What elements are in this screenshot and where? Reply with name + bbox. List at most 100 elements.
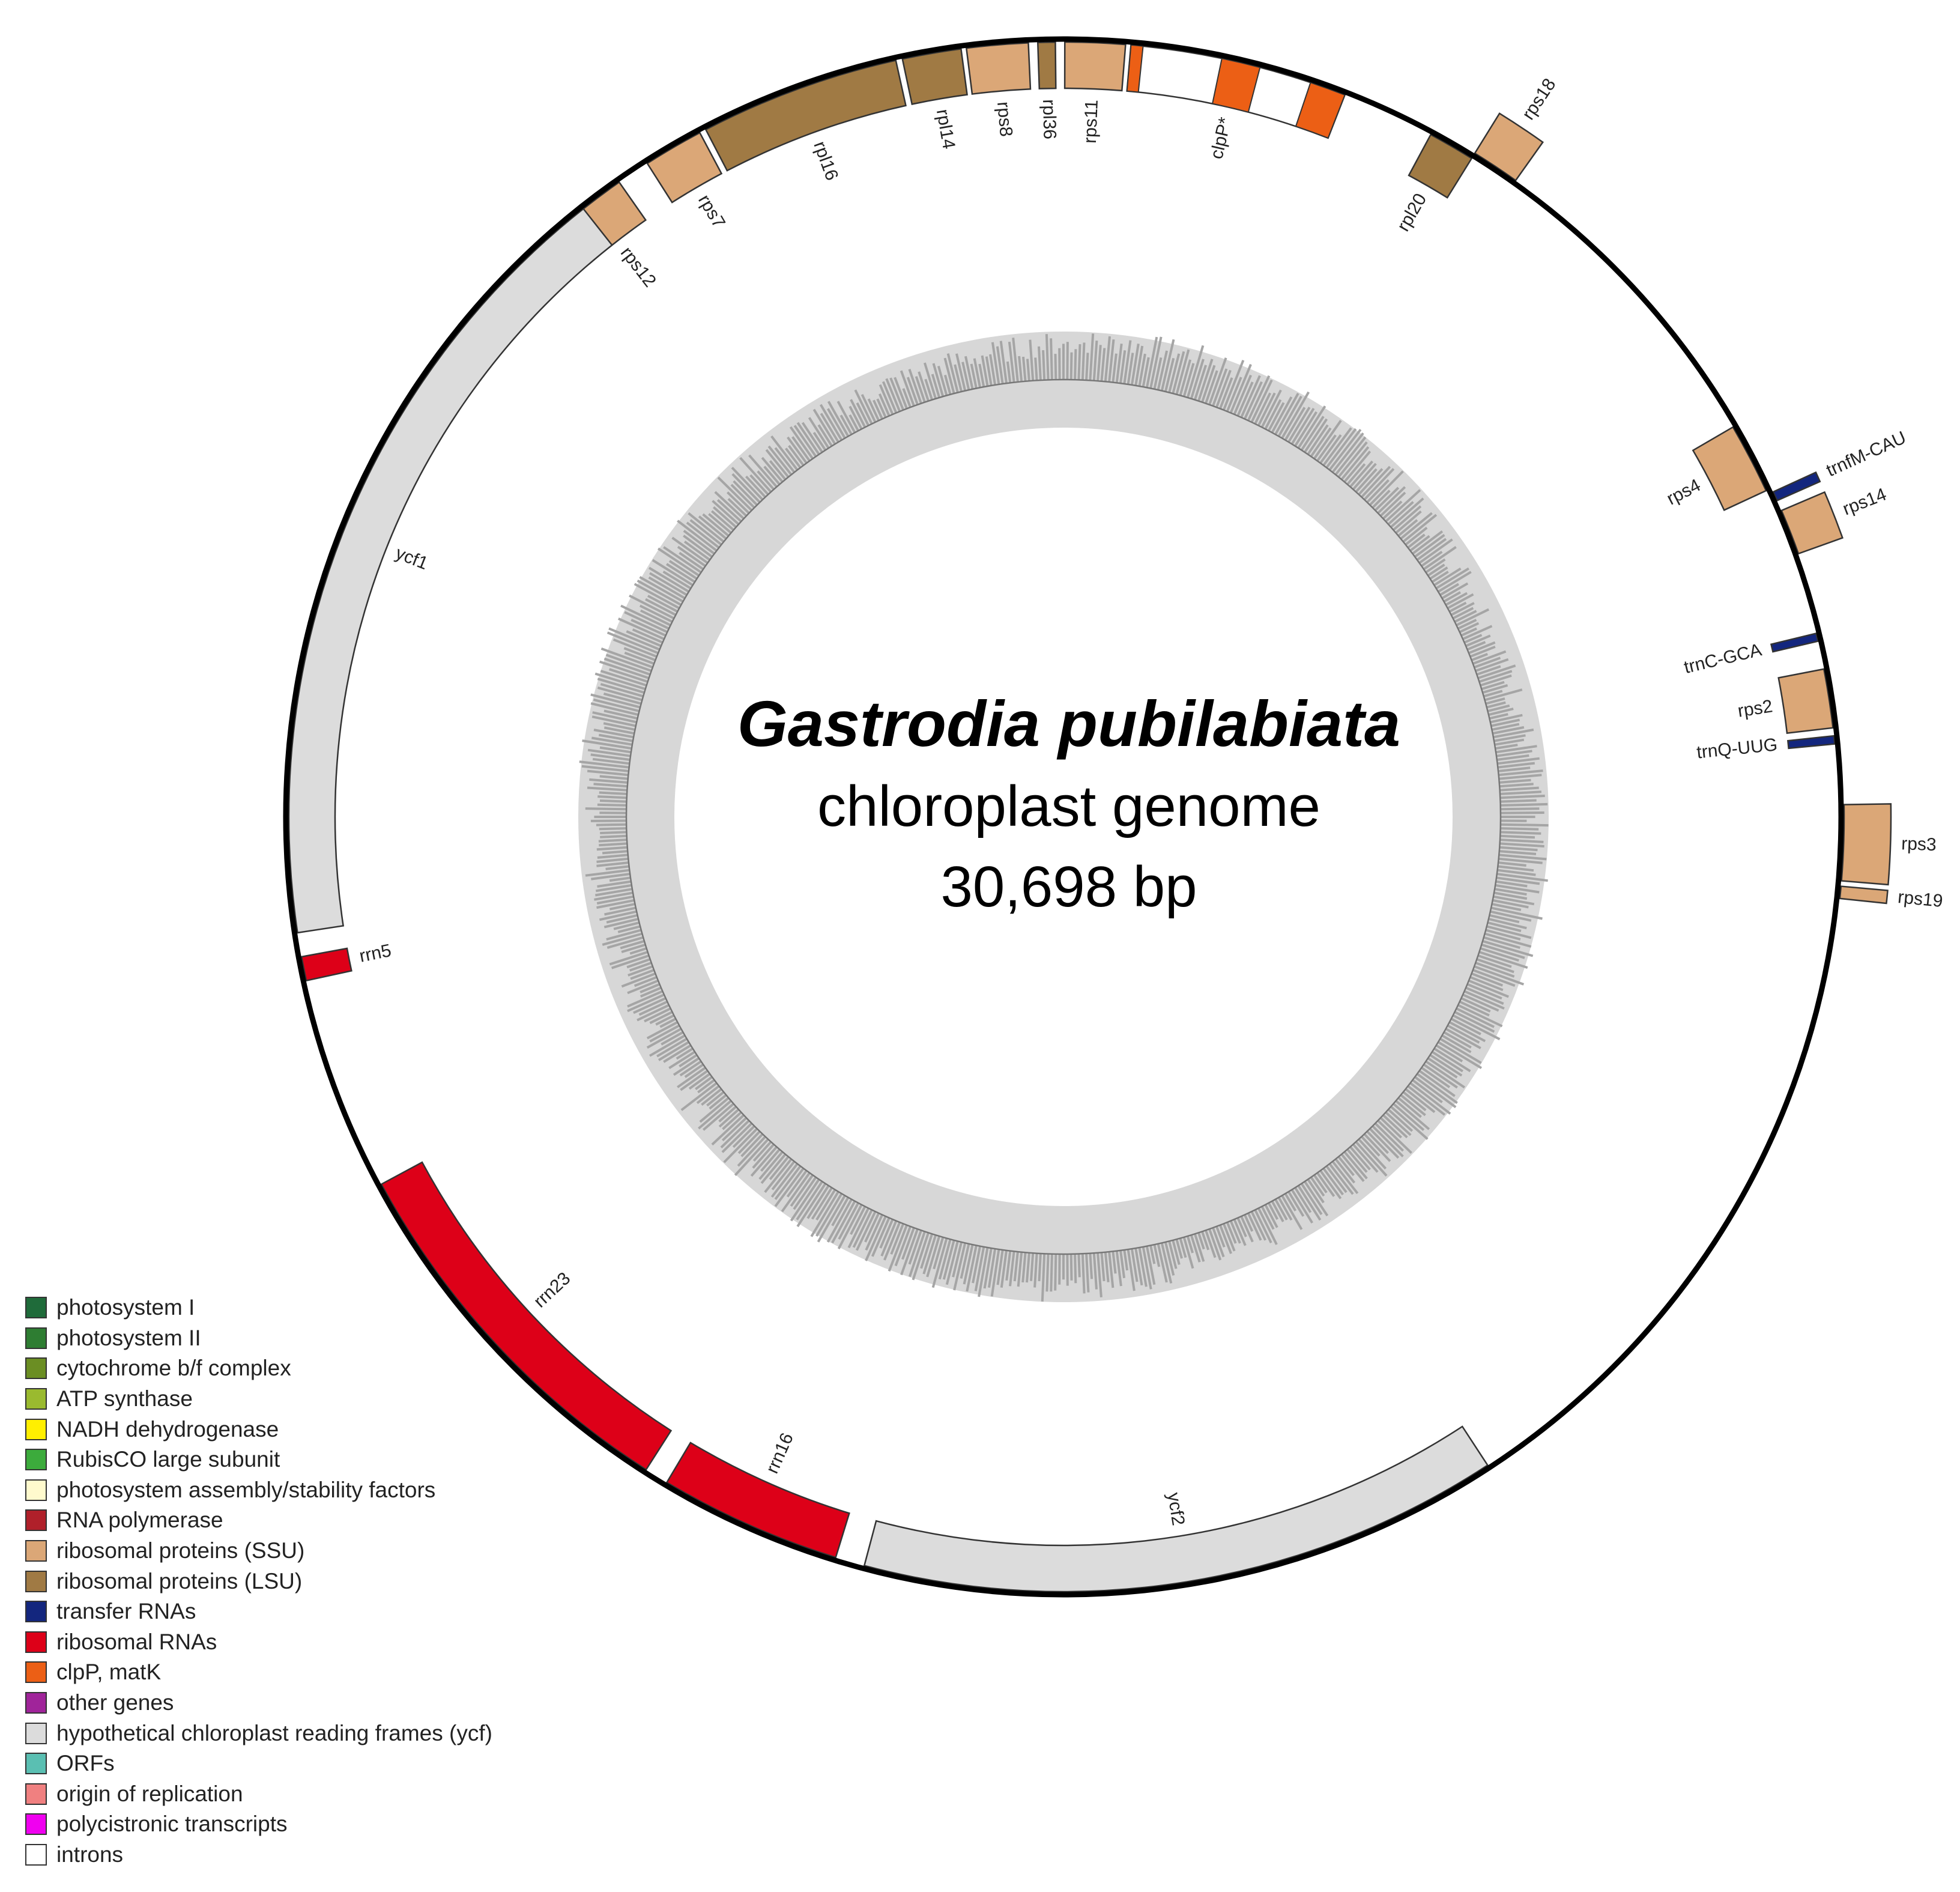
- legend-label: introns: [56, 1842, 124, 1867]
- gene-box: [380, 1161, 673, 1471]
- legend-item: hypothetical chloroplast reading frames …: [25, 1718, 492, 1748]
- gene-rps7: [646, 132, 723, 204]
- gene-box: [1474, 112, 1544, 182]
- legend-swatch: [25, 1661, 47, 1684]
- legend-item: cytochrome b/f complex: [25, 1353, 492, 1384]
- legend: photosystem I photosystem II cytochrome …: [25, 1293, 492, 1870]
- legend-label: RubisCO large subunit: [56, 1447, 280, 1472]
- gene-label: rps12: [617, 243, 660, 291]
- legend-label: transfer RNAs: [56, 1599, 196, 1624]
- legend-swatch: [25, 1540, 47, 1562]
- gene-label: rps19: [1897, 887, 1944, 911]
- legend-swatch: [25, 1357, 47, 1380]
- legend-label: ribosomal proteins (LSU): [56, 1568, 303, 1593]
- genome-backbone: [283, 36, 1844, 1598]
- legend-label: origin of replication: [56, 1781, 243, 1806]
- gene-box: [1786, 735, 1836, 750]
- gene-box: [863, 1425, 1489, 1593]
- legend-item: polycistronic transcripts: [25, 1809, 492, 1840]
- legend-swatch: [25, 1327, 47, 1349]
- legend-label: clpP, matK: [56, 1660, 162, 1685]
- gene-label: rps3: [1901, 834, 1937, 855]
- gene-rpl14: [901, 47, 968, 105]
- legend-item: RNA polymerase: [25, 1505, 492, 1536]
- gene-exon-box: [1211, 58, 1261, 113]
- legend-swatch: [25, 1813, 47, 1836]
- gene-label: rrn5: [358, 941, 393, 966]
- legend-item: clpP, matK: [25, 1657, 492, 1688]
- legend-label: ribosomal RNAs: [56, 1629, 217, 1654]
- legend-swatch: [25, 1753, 47, 1775]
- gene-box: [1036, 41, 1057, 89]
- legend-label: polycistronic transcripts: [56, 1812, 288, 1837]
- gene-ycf1: [288, 207, 613, 934]
- gc-bar-series: [579, 333, 1549, 1302]
- gene-trnq-uug: [1786, 735, 1836, 750]
- legend-item: ribosomal proteins (SSU): [25, 1536, 492, 1566]
- gene-rps2: [1777, 668, 1834, 734]
- gene-label: rps4: [1663, 475, 1704, 509]
- gene-rpl20: [1408, 133, 1473, 199]
- gene-box: [1841, 803, 1892, 886]
- legend-swatch: [25, 1297, 47, 1319]
- gene-box: [1839, 885, 1889, 905]
- gene-label: rps14: [1840, 484, 1889, 519]
- legend-item: RubisCO large subunit: [25, 1445, 492, 1475]
- gene-label: rpl16: [809, 139, 842, 183]
- gc-content-bars: [579, 333, 1549, 1302]
- gene-exon-box: [1295, 82, 1346, 139]
- gene-label: rps8: [993, 101, 1016, 138]
- gene-rpl16: [704, 59, 907, 172]
- gene-rps14: [1780, 491, 1844, 555]
- genome-type-title: chloroplast genome: [817, 774, 1320, 838]
- gene-rps19: [1839, 885, 1889, 905]
- legend-swatch: [25, 1601, 47, 1623]
- legend-swatch: [25, 1843, 47, 1866]
- gene-box: [965, 42, 1032, 95]
- gene-rrn16: [665, 1442, 850, 1559]
- legend-item: photosystem assembly/stability factors: [25, 1475, 492, 1506]
- gene-label: trnfM-CAU: [1823, 428, 1909, 481]
- gene-rrn23: [380, 1161, 673, 1471]
- gene-label: rrn23: [530, 1269, 575, 1312]
- genes-layer: [288, 41, 1892, 1593]
- gene-box: [1772, 471, 1821, 502]
- legend-swatch: [25, 1692, 47, 1714]
- gene-box: [1408, 133, 1473, 199]
- gene-box: [1063, 41, 1127, 92]
- genome-size-title: 30,698 bp: [940, 855, 1197, 919]
- gene-label: clpP*: [1206, 115, 1235, 161]
- legend-item: photosystem I: [25, 1293, 492, 1323]
- gene-trnfm-cau: [1772, 471, 1821, 502]
- legend-label: NADH dehydrogenase: [56, 1416, 279, 1442]
- gene-exon-box: [1126, 44, 1144, 93]
- legend-swatch: [25, 1783, 47, 1805]
- gene-ycf2: [863, 1425, 1489, 1593]
- gene-label: rpl36: [1039, 99, 1059, 139]
- gene-box: [1770, 632, 1819, 653]
- legend-label: photosystem I: [56, 1295, 195, 1320]
- gene-box: [1780, 491, 1844, 555]
- legend-swatch: [25, 1449, 47, 1471]
- legend-swatch: [25, 1509, 47, 1532]
- gene-label: rps2: [1736, 696, 1774, 721]
- gc-ring-midline: [625, 378, 1502, 1255]
- legend-label: RNA polymerase: [56, 1508, 223, 1533]
- legend-label: cytochrome b/f complex: [56, 1356, 291, 1381]
- legend-item: introns: [25, 1840, 492, 1870]
- gene-rps18: [1474, 112, 1544, 182]
- gene-box: [704, 59, 907, 172]
- gene-clpp: [1126, 44, 1346, 139]
- legend-swatch: [25, 1570, 47, 1592]
- gene-box: [665, 1442, 850, 1559]
- gene-label: rrn16: [762, 1430, 797, 1476]
- gene-label: rps11: [1080, 99, 1102, 144]
- legend-swatch: [25, 1631, 47, 1653]
- gene-box: [901, 47, 968, 105]
- gene-box: [288, 207, 613, 934]
- legend-swatch: [25, 1722, 47, 1744]
- genome-species-title: Gastrodia pubilabiata: [737, 687, 1401, 760]
- gene-rps4: [1692, 426, 1767, 511]
- legend-swatch: [25, 1418, 47, 1440]
